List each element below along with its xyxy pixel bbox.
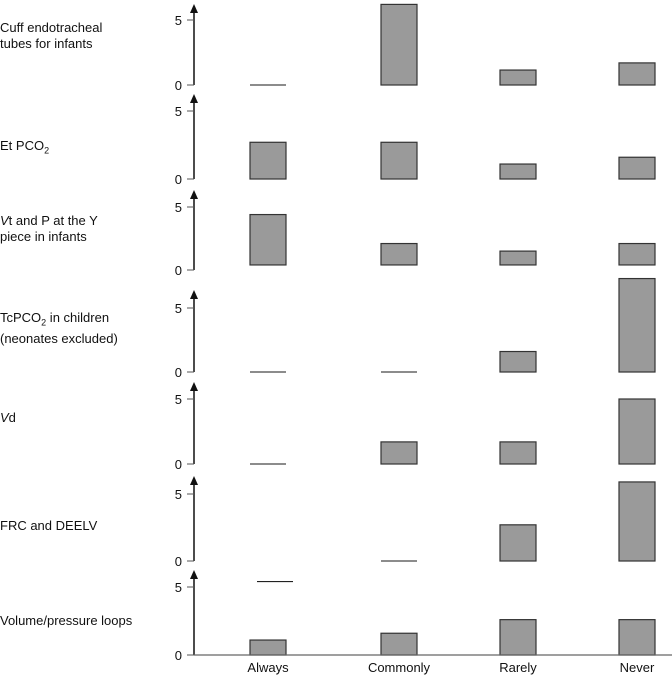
panel-label: Vd (0, 410, 16, 425)
axis-arrow-icon (190, 190, 198, 199)
bar (499, 619, 537, 656)
bar (618, 481, 656, 562)
y-tick-label: 0 (175, 554, 182, 569)
bar (380, 242, 418, 266)
bar (380, 441, 418, 465)
y-tick-label: 5 (175, 392, 182, 407)
bar (499, 163, 537, 180)
bar (618, 398, 656, 465)
bar (499, 250, 537, 266)
axis-arrow-icon (190, 94, 198, 103)
axis-arrow-icon (190, 290, 198, 299)
panel-label: Cuff endotracheal tubes for infants (0, 20, 103, 51)
y-tick-label: 5 (175, 104, 182, 119)
panel-label: Et PCO2 (0, 138, 50, 156)
y-tick-label: 0 (175, 648, 182, 663)
y-tick-label: 5 (175, 13, 182, 28)
bar (249, 639, 287, 656)
bar (618, 242, 656, 266)
x-category-label: Always (247, 660, 289, 675)
y-tick-label: 5 (175, 487, 182, 502)
bar (249, 213, 287, 266)
axis-arrow-icon (190, 476, 198, 485)
axis-arrow-icon (190, 570, 198, 579)
bar (380, 632, 418, 656)
y-tick-label: 5 (175, 580, 182, 595)
axis-arrow-icon (190, 4, 198, 13)
bar (499, 350, 537, 373)
y-tick-label: 0 (175, 457, 182, 472)
bar (499, 524, 537, 562)
bar (618, 277, 656, 373)
bar (618, 619, 656, 656)
bar (249, 141, 287, 180)
bar (618, 62, 656, 86)
bar (380, 3, 418, 86)
y-tick-label: 5 (175, 301, 182, 316)
x-category-label: Rarely (499, 660, 537, 675)
y-tick-label: 0 (175, 172, 182, 187)
y-tick-label: 5 (175, 200, 182, 215)
bar (499, 441, 537, 465)
x-category-label: Commonly (368, 660, 431, 675)
panel-label: Volume/pressure loops (0, 613, 133, 628)
panel-label: TcPCO2 in children (neonates excluded) (0, 310, 118, 346)
y-tick-label: 0 (175, 78, 182, 93)
bar (499, 69, 537, 86)
x-category-label: Never (620, 660, 655, 675)
bar (380, 141, 418, 180)
y-tick-label: 0 (175, 263, 182, 278)
bar (618, 156, 656, 180)
axis-arrow-icon (190, 382, 198, 391)
panel-label: FRC and DEELV (0, 518, 98, 533)
y-tick-label: 0 (175, 365, 182, 380)
